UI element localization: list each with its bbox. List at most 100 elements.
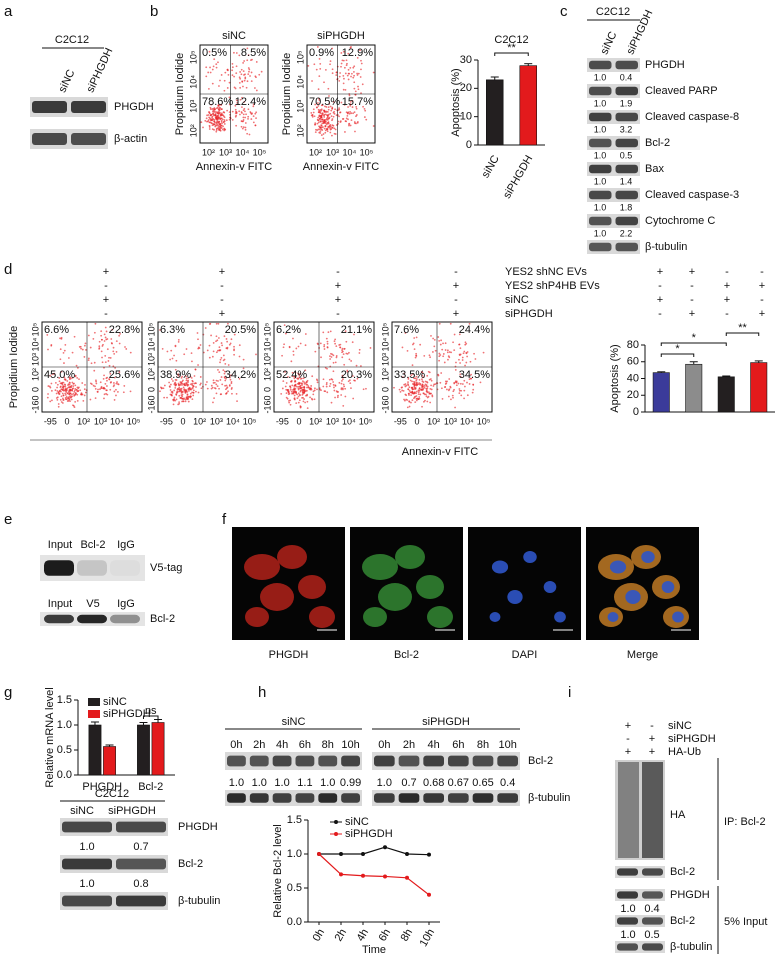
lane-label: siNC bbox=[56, 68, 77, 95]
event-dot bbox=[248, 70, 250, 73]
x-axis-label: Annexin-v FITC bbox=[303, 161, 379, 173]
quant-label: 1.0 bbox=[594, 228, 607, 238]
event-dot bbox=[356, 74, 359, 76]
blot-band bbox=[423, 793, 444, 803]
quant-label: 0.4 bbox=[620, 72, 633, 82]
event-dot bbox=[413, 386, 416, 389]
quant-label: 0.7 bbox=[401, 777, 416, 789]
event-dot bbox=[326, 130, 329, 133]
event-dot bbox=[334, 385, 337, 387]
event-dot bbox=[330, 356, 333, 358]
x-tick-label: 10² bbox=[309, 147, 322, 157]
condition-sign: + bbox=[724, 294, 730, 306]
cell bbox=[378, 583, 412, 611]
event-dot bbox=[184, 391, 187, 394]
y-axis-label: Apoptosis (%) bbox=[609, 344, 621, 412]
event-dot bbox=[303, 382, 306, 385]
event-dot bbox=[335, 345, 338, 348]
event-dot bbox=[314, 387, 316, 390]
event-dot bbox=[113, 376, 116, 379]
event-dot bbox=[411, 364, 414, 367]
lane-label: 0h bbox=[378, 739, 390, 751]
condition-sign: + bbox=[649, 733, 655, 745]
event-dot bbox=[219, 349, 222, 351]
event-dot bbox=[428, 392, 431, 395]
event-dot bbox=[255, 76, 257, 79]
event-dot bbox=[223, 370, 226, 373]
y-tick-label: 40 bbox=[627, 372, 639, 384]
event-dot bbox=[317, 88, 320, 91]
event-dot bbox=[408, 392, 410, 395]
event-dot bbox=[173, 389, 176, 392]
event-dot bbox=[197, 338, 199, 341]
event-dot bbox=[298, 385, 301, 388]
event-dot bbox=[331, 134, 333, 137]
event-dot bbox=[340, 394, 343, 396]
event-dot bbox=[349, 110, 351, 113]
event-dot bbox=[446, 380, 448, 383]
x-axis-label: Time bbox=[362, 944, 386, 956]
y-tick-label: -160 bbox=[146, 395, 156, 413]
cell bbox=[395, 545, 425, 569]
event-dot bbox=[372, 71, 375, 74]
event-dot bbox=[341, 347, 344, 350]
legend-label: siNC bbox=[103, 696, 127, 708]
event-dot bbox=[117, 383, 119, 385]
event-dot bbox=[463, 389, 466, 392]
event-dot bbox=[226, 69, 229, 71]
event-dot bbox=[347, 78, 350, 81]
event-dot bbox=[255, 61, 258, 63]
event-dot bbox=[246, 59, 249, 62]
event-dot bbox=[186, 393, 189, 396]
event-dot bbox=[222, 111, 225, 113]
event-dot bbox=[65, 388, 68, 391]
event-dot bbox=[319, 132, 322, 134]
event-dot bbox=[411, 387, 414, 389]
event-dot bbox=[411, 343, 414, 346]
event-dot bbox=[448, 351, 451, 353]
event-dot bbox=[210, 384, 213, 387]
event-dot bbox=[341, 59, 344, 62]
event-dot bbox=[340, 62, 343, 65]
event-dot bbox=[294, 371, 297, 374]
blot-band bbox=[318, 755, 338, 767]
event-dot bbox=[350, 75, 352, 78]
event-dot bbox=[226, 391, 228, 394]
event-dot bbox=[327, 113, 330, 116]
blot-band bbox=[642, 917, 663, 925]
event-dot bbox=[211, 355, 214, 358]
event-dot bbox=[440, 339, 442, 342]
blot-band bbox=[589, 190, 612, 200]
x-tick-label: 10³ bbox=[219, 147, 232, 157]
blot-band bbox=[272, 793, 292, 803]
event-dot bbox=[55, 397, 58, 399]
event-dot bbox=[197, 364, 199, 366]
event-dot bbox=[238, 110, 241, 113]
blot-band bbox=[227, 793, 246, 803]
condition-sign: - bbox=[626, 733, 630, 745]
condition-sign: + bbox=[724, 280, 730, 292]
event-dot bbox=[329, 127, 331, 129]
event-dot bbox=[124, 346, 126, 348]
y-tick-label: 0.0 bbox=[57, 769, 72, 781]
event-dot bbox=[215, 335, 218, 338]
condition-sign: - bbox=[725, 266, 729, 278]
event-dot bbox=[80, 393, 83, 396]
event-dot bbox=[71, 389, 74, 391]
event-dot bbox=[63, 376, 66, 379]
event-dot bbox=[216, 106, 219, 109]
legend-swatch bbox=[88, 710, 100, 718]
event-dot bbox=[209, 106, 212, 109]
lane-label: 6h bbox=[452, 739, 464, 751]
event-dot bbox=[109, 388, 112, 391]
event-dot bbox=[255, 89, 258, 92]
y-tick-label: 10² bbox=[295, 124, 305, 137]
event-dot bbox=[255, 117, 257, 120]
event-dot bbox=[423, 385, 426, 387]
event-dot bbox=[357, 88, 360, 91]
event-dot bbox=[243, 107, 246, 110]
y-tick-label: 10² bbox=[188, 124, 198, 137]
event-dot bbox=[344, 72, 347, 75]
event-dot bbox=[457, 382, 460, 385]
